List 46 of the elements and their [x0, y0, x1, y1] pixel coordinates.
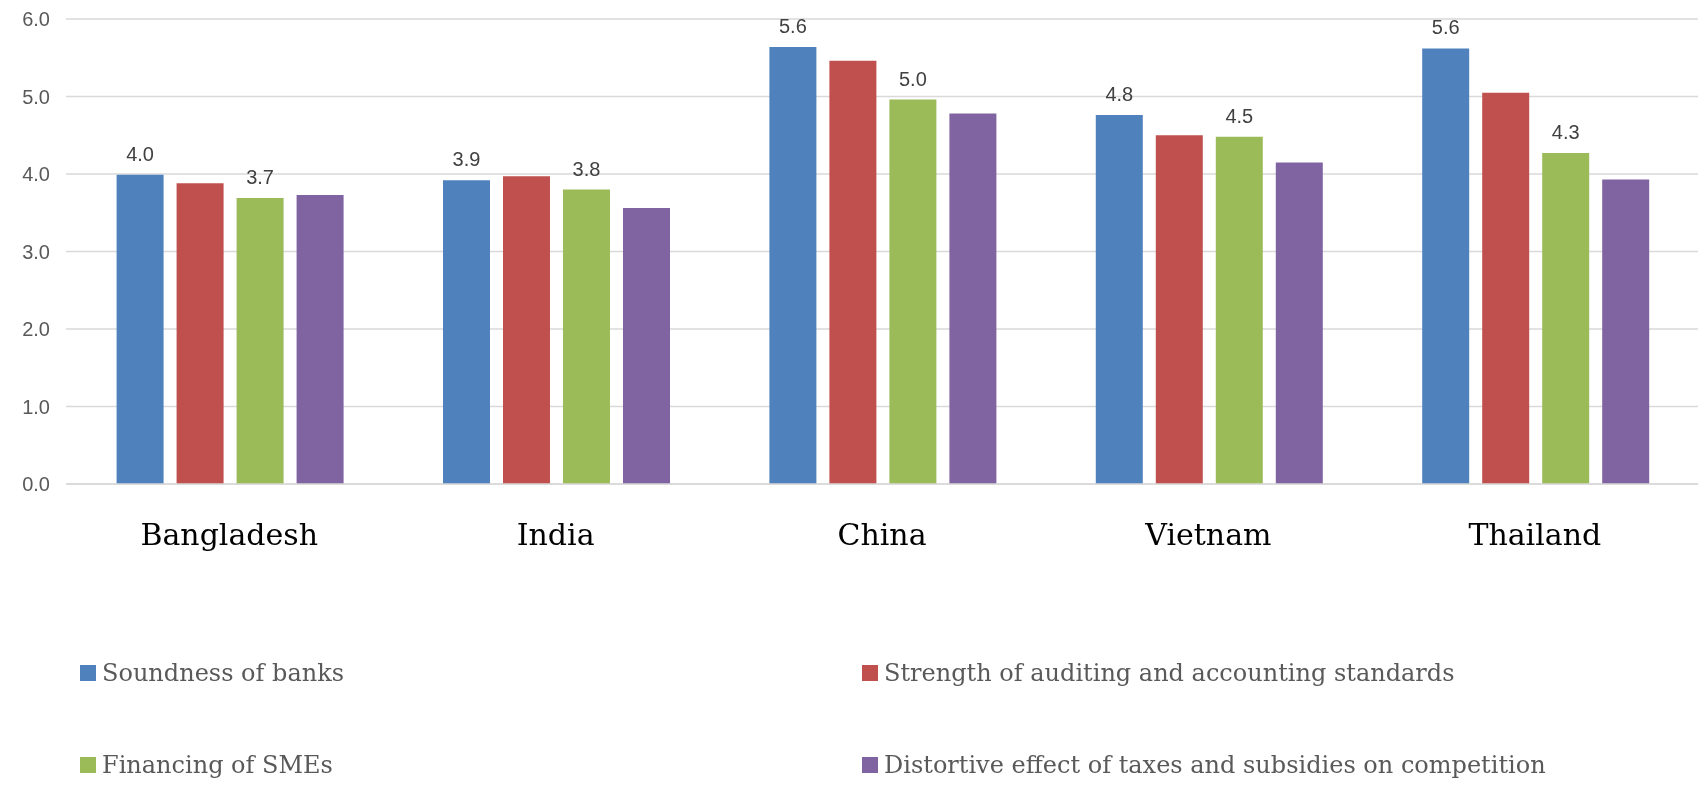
bar [296, 194, 344, 484]
bar [502, 176, 550, 484]
bar [622, 208, 670, 484]
x-tick-label: Vietnam [1144, 517, 1272, 553]
bar [1215, 136, 1263, 484]
data-label: 5.6 [1431, 16, 1460, 39]
y-tick-label: 1.0 [22, 395, 50, 418]
y-tick-label: 6.0 [22, 8, 50, 31]
data-label: 5.0 [898, 67, 927, 90]
bar [1482, 92, 1530, 484]
bar [1155, 135, 1203, 484]
bar [769, 46, 817, 484]
bar [1542, 153, 1590, 484]
legend-label: Soundness of banks [102, 659, 345, 687]
bar [949, 113, 997, 484]
data-label: 3.8 [572, 157, 601, 180]
bar [236, 198, 284, 484]
y-tick-label: 0.0 [22, 473, 50, 496]
x-tick-label: China [837, 517, 927, 553]
data-label: 4.0 [126, 142, 154, 165]
bar [1422, 48, 1470, 484]
x-tick-label: India [516, 517, 595, 553]
bar [442, 180, 490, 484]
data-label: 4.3 [1551, 121, 1580, 144]
data-label: 5.6 [778, 14, 807, 37]
bar [829, 60, 877, 484]
bar [1095, 115, 1143, 484]
y-tick-label: 5.0 [22, 85, 50, 108]
data-label: 3.9 [452, 148, 481, 171]
y-tick-label: 4.0 [22, 163, 50, 186]
x-tick-label: Thailand [1468, 517, 1602, 553]
y-tick-label: 2.0 [22, 318, 50, 341]
data-label: 4.5 [1225, 104, 1254, 127]
bar [1275, 162, 1323, 484]
y-tick-label: 3.0 [22, 240, 50, 263]
bar [176, 183, 224, 484]
bar [562, 189, 610, 484]
data-label: 3.7 [246, 166, 274, 189]
bar [116, 174, 164, 484]
legend-label: Distortive effect of taxes and subsidies on competition [884, 751, 1546, 779]
data-label: 4.8 [1105, 83, 1134, 106]
x-tick-label: Bangladesh [140, 517, 319, 553]
bar [1602, 179, 1650, 484]
bar [889, 99, 937, 484]
legend-label: Financing of SMEs [102, 751, 333, 779]
legend-label: Strength of auditing and accounting standards [884, 659, 1455, 687]
